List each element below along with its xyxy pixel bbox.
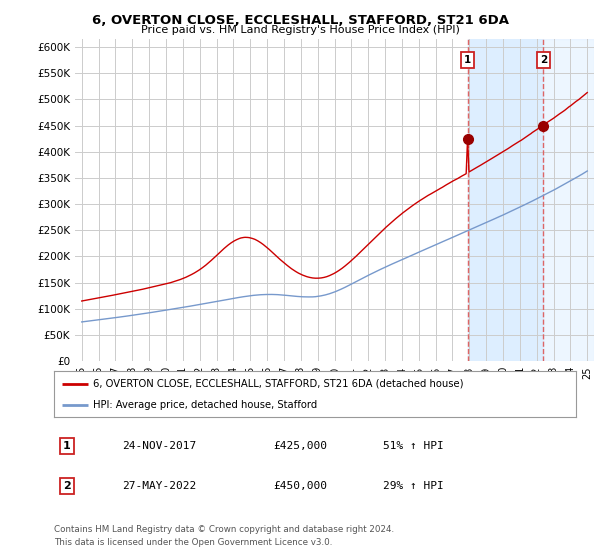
Bar — [544, 39, 594, 361]
Text: Price paid vs. HM Land Registry's House Price Index (HPI): Price paid vs. HM Land Registry's House … — [140, 25, 460, 35]
Text: 51% ↑ HPI: 51% ↑ HPI — [383, 441, 443, 451]
Text: 6, OVERTON CLOSE, ECCLESHALL, STAFFORD, ST21 6DA (detached house): 6, OVERTON CLOSE, ECCLESHALL, STAFFORD, … — [93, 379, 464, 389]
Text: 6, OVERTON CLOSE, ECCLESHALL, STAFFORD, ST21 6DA: 6, OVERTON CLOSE, ECCLESHALL, STAFFORD, … — [91, 14, 509, 27]
Text: 29% ↑ HPI: 29% ↑ HPI — [383, 481, 443, 491]
Text: HPI: Average price, detached house, Stafford: HPI: Average price, detached house, Staf… — [93, 400, 317, 410]
Text: £425,000: £425,000 — [273, 441, 327, 451]
Text: 2: 2 — [540, 55, 547, 65]
Text: £450,000: £450,000 — [273, 481, 327, 491]
Bar — [467, 39, 544, 361]
Text: 1: 1 — [464, 55, 471, 65]
Text: Contains HM Land Registry data © Crown copyright and database right 2024.: Contains HM Land Registry data © Crown c… — [54, 525, 394, 534]
Text: 24-NOV-2017: 24-NOV-2017 — [122, 441, 196, 451]
Text: 1: 1 — [63, 441, 71, 451]
Text: 27-MAY-2022: 27-MAY-2022 — [122, 481, 196, 491]
Text: 2: 2 — [63, 481, 71, 491]
Text: This data is licensed under the Open Government Licence v3.0.: This data is licensed under the Open Gov… — [54, 538, 332, 547]
